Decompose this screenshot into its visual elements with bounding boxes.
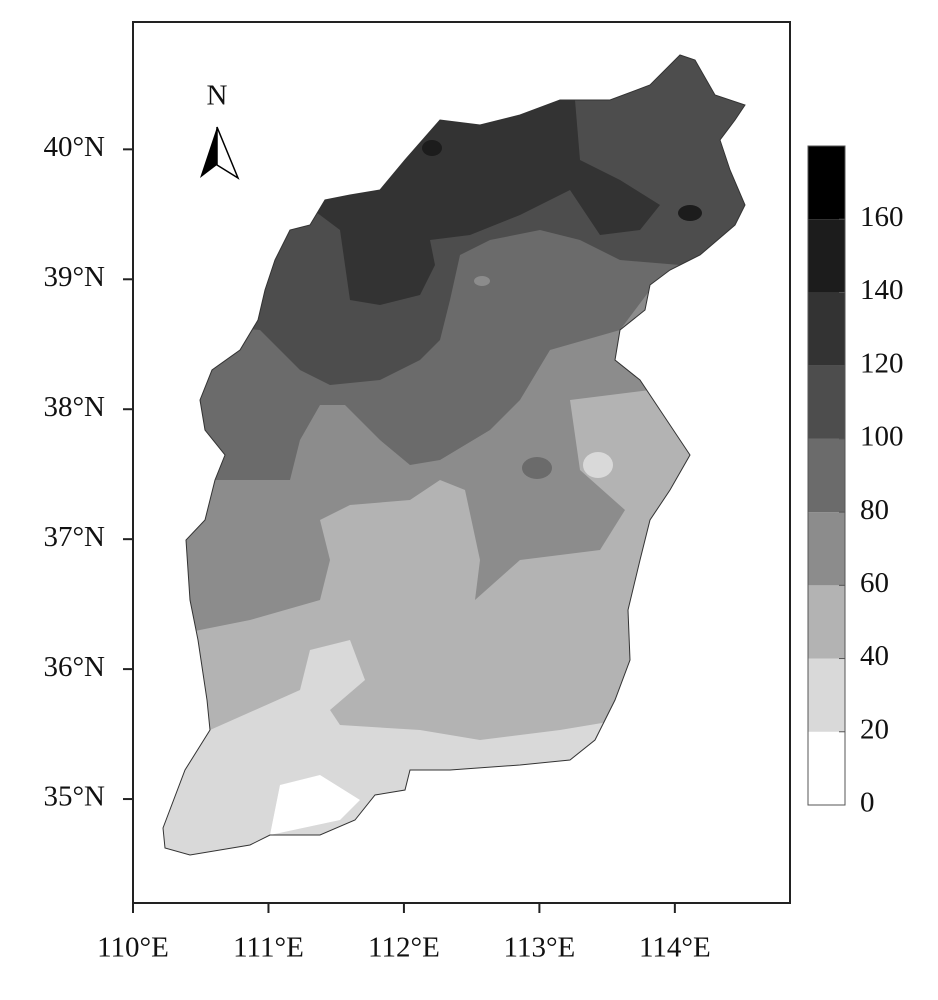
colorbar-band: [808, 658, 845, 732]
contour-140-160: [422, 140, 442, 156]
contour-fields: [163, 55, 745, 855]
y-tick-label: 35°N: [43, 781, 105, 813]
north-arrow-right: [216, 126, 240, 180]
colorbar-band: [808, 438, 845, 513]
colorbar-tick-label: 20: [860, 713, 889, 745]
map-frame: [132, 21, 791, 904]
contour-140-160: [678, 205, 702, 221]
colorbar-band: [808, 146, 845, 220]
colorbar-tick-label: 160: [860, 201, 904, 233]
colorbar-band: [808, 365, 845, 439]
colorbar-tick-label: 80: [860, 494, 889, 526]
contour-80-100: [522, 457, 552, 479]
colorbar-band: [808, 292, 845, 366]
x-tick-label: 112°E: [368, 932, 440, 964]
y-tick-label: 40°N: [43, 131, 105, 163]
colorbar-band: [808, 512, 845, 586]
colorbar: 0 20 40 60 80 100 120 140 160: [807, 145, 904, 819]
colorbar-frame: [807, 145, 846, 806]
colorbar-tick-label: 40: [860, 640, 889, 672]
colorbar-tick-label: 120: [860, 347, 904, 379]
colorbar-band: [808, 731, 845, 805]
colorbar-band: [808, 585, 845, 659]
colorbar-tick-label: 0: [860, 787, 875, 819]
y-tick-label: 36°N: [43, 651, 105, 683]
north-label: N: [207, 80, 228, 112]
x-tick-label: 110°E: [97, 932, 169, 964]
colorbar-tick-label: 100: [860, 421, 904, 453]
x-tick-label: 114°E: [639, 932, 711, 964]
x-tick-label: 111°E: [233, 932, 304, 964]
colorbar-band: [808, 219, 845, 293]
north-arrow-left: [200, 127, 217, 178]
y-tick-label: 38°N: [43, 391, 105, 423]
colorbar-tick-label: 140: [860, 274, 904, 306]
north-arrow: N: [200, 80, 240, 180]
contour-0-20: [270, 775, 360, 835]
colorbar-tick-label: 60: [860, 567, 889, 599]
contour-20-40: [583, 452, 613, 478]
y-tick-label: 37°N: [43, 521, 105, 553]
x-tick-label: 113°E: [504, 932, 576, 964]
contour-60-80: [474, 276, 490, 286]
y-tick-label: 39°N: [43, 261, 105, 293]
